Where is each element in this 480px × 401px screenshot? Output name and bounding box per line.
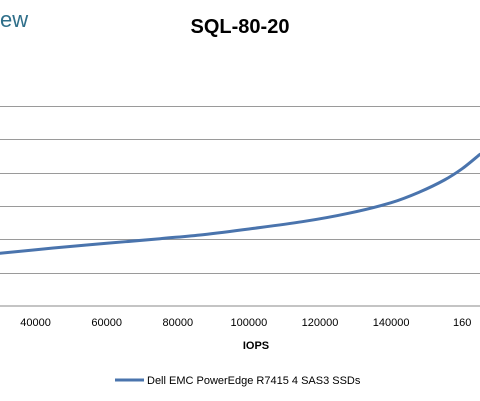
x-tick-label: 120000 (302, 317, 339, 329)
gridlines (0, 106, 480, 274)
legend: Dell EMC PowerEdge R7415 4 SAS3 SSDs (115, 375, 361, 387)
x-tick-label: 80000 (162, 317, 193, 329)
logo-text: ew (0, 7, 28, 32)
x-tick-label: 40000 (20, 317, 51, 329)
x-tick-label: 100000 (231, 317, 268, 329)
series-line (0, 152, 480, 255)
chart-title: SQL-80-20 (191, 16, 290, 38)
legend-label: Dell EMC PowerEdge R7415 4 SAS3 SSDs (147, 375, 361, 387)
x-tick-label: 60000 (91, 317, 122, 329)
x-tick-label: 160 (453, 317, 471, 329)
x-tick-labels: 40000 60000 80000 100000 120000 140000 160 (20, 317, 471, 329)
x-axis-label: IOPS (243, 340, 269, 352)
x-tick-label: 140000 (373, 317, 410, 329)
